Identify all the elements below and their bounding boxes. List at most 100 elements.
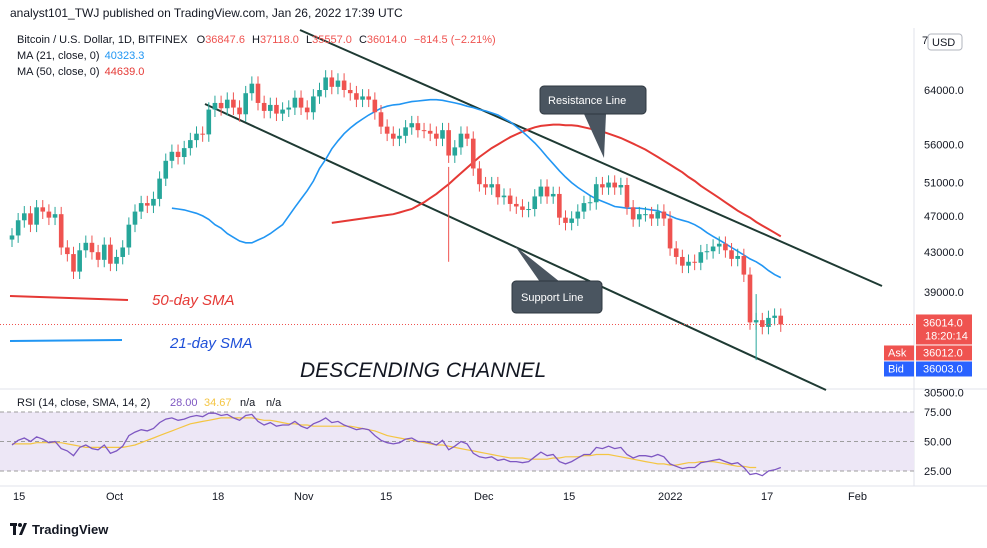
candle-body xyxy=(15,220,21,236)
brand-label: TradingView xyxy=(32,522,109,537)
candle-body xyxy=(427,130,433,134)
y-tick-label: 43000.0 xyxy=(924,247,964,259)
candle-body xyxy=(243,93,248,115)
publish-header: analyst101_TWJ published on TradingView.… xyxy=(10,6,403,20)
descending-channel-annotation: DESCENDING CHANNEL xyxy=(300,359,546,382)
candle-body xyxy=(224,99,230,109)
candle-body xyxy=(716,243,722,247)
candle-body xyxy=(600,184,605,188)
ask-price-tag xyxy=(916,345,972,361)
resistance-callout-pointer xyxy=(584,114,606,158)
candle-body xyxy=(563,217,568,223)
candle-body xyxy=(261,102,267,111)
ask-price-label: 36012.0 xyxy=(923,347,963,359)
ma21-line xyxy=(171,98,782,279)
candle-body xyxy=(501,195,507,198)
chart-frame[interactable]: 64000.0 56000.0 51000.0 47000.0 43000.0 39000… xyxy=(0,28,987,518)
resistance-channel-line xyxy=(299,29,883,287)
candle-body xyxy=(637,214,642,220)
candle-body xyxy=(145,203,150,206)
bid-label: Bid xyxy=(888,363,904,375)
rsi-ma-line xyxy=(12,417,757,469)
ma50-legend: MA (50, close, 0) 44639.0 xyxy=(17,64,144,80)
candle-body xyxy=(403,127,408,136)
x-tick-label: 18 xyxy=(212,491,224,503)
candle-body xyxy=(286,107,292,110)
high-value: 37118.0 xyxy=(259,34,299,46)
candle-body xyxy=(46,211,52,218)
candle-body xyxy=(698,252,704,263)
candle-body xyxy=(101,244,107,260)
ask-tag xyxy=(884,345,914,361)
candle-body xyxy=(304,107,310,113)
candle-body xyxy=(58,214,64,248)
candle-body xyxy=(741,255,747,275)
x-tick-label: Nov xyxy=(294,491,314,503)
tradingview-brand[interactable]: TradingView xyxy=(10,522,108,537)
rsi-na-1: n/a xyxy=(240,397,256,409)
candle-body xyxy=(495,184,501,198)
currency-badge xyxy=(927,33,963,51)
candle-body xyxy=(415,123,421,131)
rsi-line xyxy=(11,412,782,477)
candle-body xyxy=(526,209,531,211)
resistance-callout-box xyxy=(539,85,647,115)
candle-body xyxy=(151,198,156,206)
candle-body xyxy=(550,193,556,197)
close-label: C xyxy=(358,34,367,46)
candle-body xyxy=(434,133,439,139)
candle-body xyxy=(28,213,33,225)
sma50-legend-stroke xyxy=(9,295,129,301)
candle-body xyxy=(231,99,236,108)
candle-body xyxy=(9,235,15,240)
candle-body xyxy=(188,140,193,149)
candle-body xyxy=(520,206,525,210)
price-chart[interactable]: 64000.0 56000.0 51000.0 47000.0 43000.0 39000… xyxy=(0,28,987,518)
candle-body xyxy=(532,196,538,210)
y-tick-label: 56000.0 xyxy=(924,139,964,151)
y-tick-label: 39000.0 xyxy=(924,287,964,299)
candle-body xyxy=(440,130,445,139)
candle-body xyxy=(704,251,710,253)
sma21-annotation: 21-day SMA xyxy=(169,335,253,352)
candle-body xyxy=(354,93,359,100)
support-callout-label: Support Line xyxy=(521,292,583,304)
x-tick-label: 17 xyxy=(761,491,773,503)
y-tick-label: 64000.0 xyxy=(924,85,964,97)
candle-body xyxy=(581,203,587,212)
candle-body xyxy=(200,133,205,135)
candle-body xyxy=(126,224,132,248)
candle-body xyxy=(464,133,470,139)
bid-price-tag xyxy=(916,361,972,377)
candle-body xyxy=(723,243,728,251)
rsi-legend-label: RSI (14, close, SMA, 14, 2) xyxy=(17,397,150,409)
candle-body xyxy=(218,102,224,109)
candle-body xyxy=(83,242,89,251)
candle-body xyxy=(397,135,402,139)
y-tick-label: 47000.0 xyxy=(924,211,964,223)
candle-body xyxy=(108,244,113,264)
high-label: H xyxy=(252,34,260,46)
candle-body xyxy=(557,193,562,218)
candle-body xyxy=(280,109,285,114)
candle-body xyxy=(544,186,550,197)
candle-body xyxy=(606,182,611,188)
y-tick-label: 51000.0 xyxy=(924,178,964,190)
candle-body xyxy=(292,97,298,108)
candle-body xyxy=(77,250,82,272)
bid-tag xyxy=(884,361,914,377)
candle-body xyxy=(274,104,279,114)
currency-badge-label: USD xyxy=(932,37,955,49)
ma50-line xyxy=(331,123,782,238)
candle-body xyxy=(667,218,673,249)
symbol-title: Bitcoin / U.S. Dollar, 1D, BITFINEX xyxy=(17,34,188,46)
candle-body xyxy=(655,211,661,219)
ma21-label: MA (21, close, 0) xyxy=(17,50,100,62)
candle-body xyxy=(341,80,347,90)
candle-body xyxy=(52,214,58,218)
candle-body xyxy=(514,203,519,207)
ma50-value: 44639.0 xyxy=(104,66,145,78)
candle-body xyxy=(311,96,316,113)
candle-body xyxy=(120,247,125,257)
candle-body xyxy=(384,126,390,134)
